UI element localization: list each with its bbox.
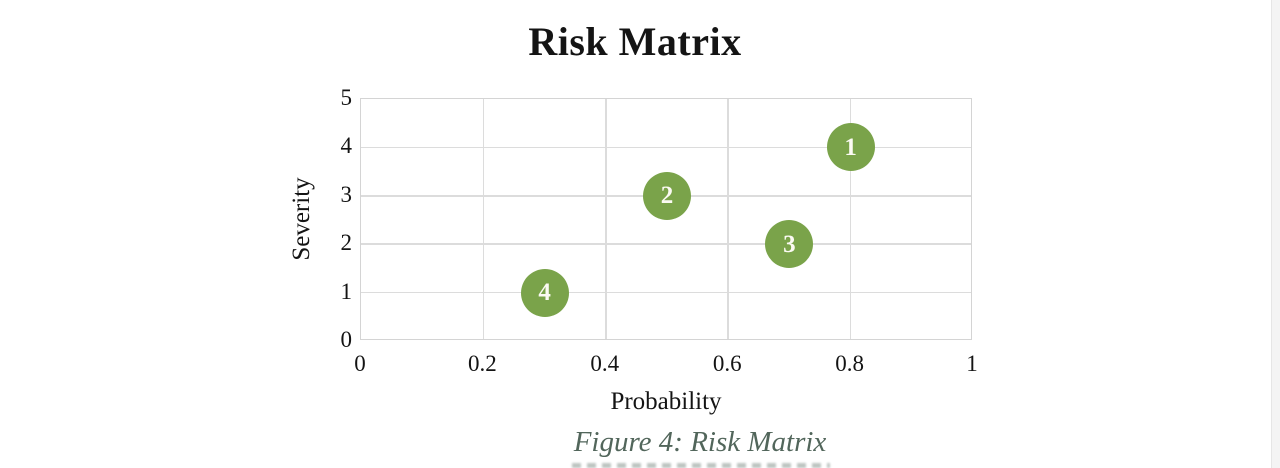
horizontal-gridline (361, 243, 971, 245)
y-tick-label: 0 (340, 327, 353, 352)
horizontal-gridline (361, 146, 971, 149)
vertical-gridline (727, 99, 729, 339)
vertical-gridline (605, 99, 607, 339)
cutoff-text-line (572, 463, 830, 468)
y-tick-label: 3 (340, 181, 353, 207)
y-tick-label: 4 (340, 133, 353, 159)
figure-caption: Figure 4: Risk Matrix (573, 426, 827, 458)
plot-area: 1 2 3 4 (360, 98, 972, 340)
x-tick-label: 0 (354, 351, 366, 376)
x-tick-label: 0.8 (835, 351, 864, 376)
vertical-gridline (482, 99, 485, 339)
data-point-bubble: 3 (765, 220, 814, 269)
data-point-bubble: 1 (826, 123, 875, 172)
page-edge-strip (1271, 0, 1280, 468)
x-tick-label: 0.4 (590, 351, 620, 376)
x-tick-label: 0.6 (712, 351, 742, 376)
y-tick-label: 1 (340, 278, 353, 304)
x-axis-title: Probability (610, 388, 722, 415)
y-tick-label: 5 (340, 85, 353, 110)
x-tick-label: 1 (966, 351, 978, 376)
horizontal-gridline (361, 291, 971, 294)
data-point-bubble: 4 (520, 268, 569, 317)
y-axis-title: Severity (288, 177, 315, 261)
data-point-bubble: 2 (643, 171, 691, 220)
vertical-gridline (849, 99, 852, 339)
x-tick-label: 0.2 (468, 351, 497, 376)
y-tick-label: 2 (340, 230, 353, 256)
chart-title: Risk Matrix (528, 19, 742, 64)
